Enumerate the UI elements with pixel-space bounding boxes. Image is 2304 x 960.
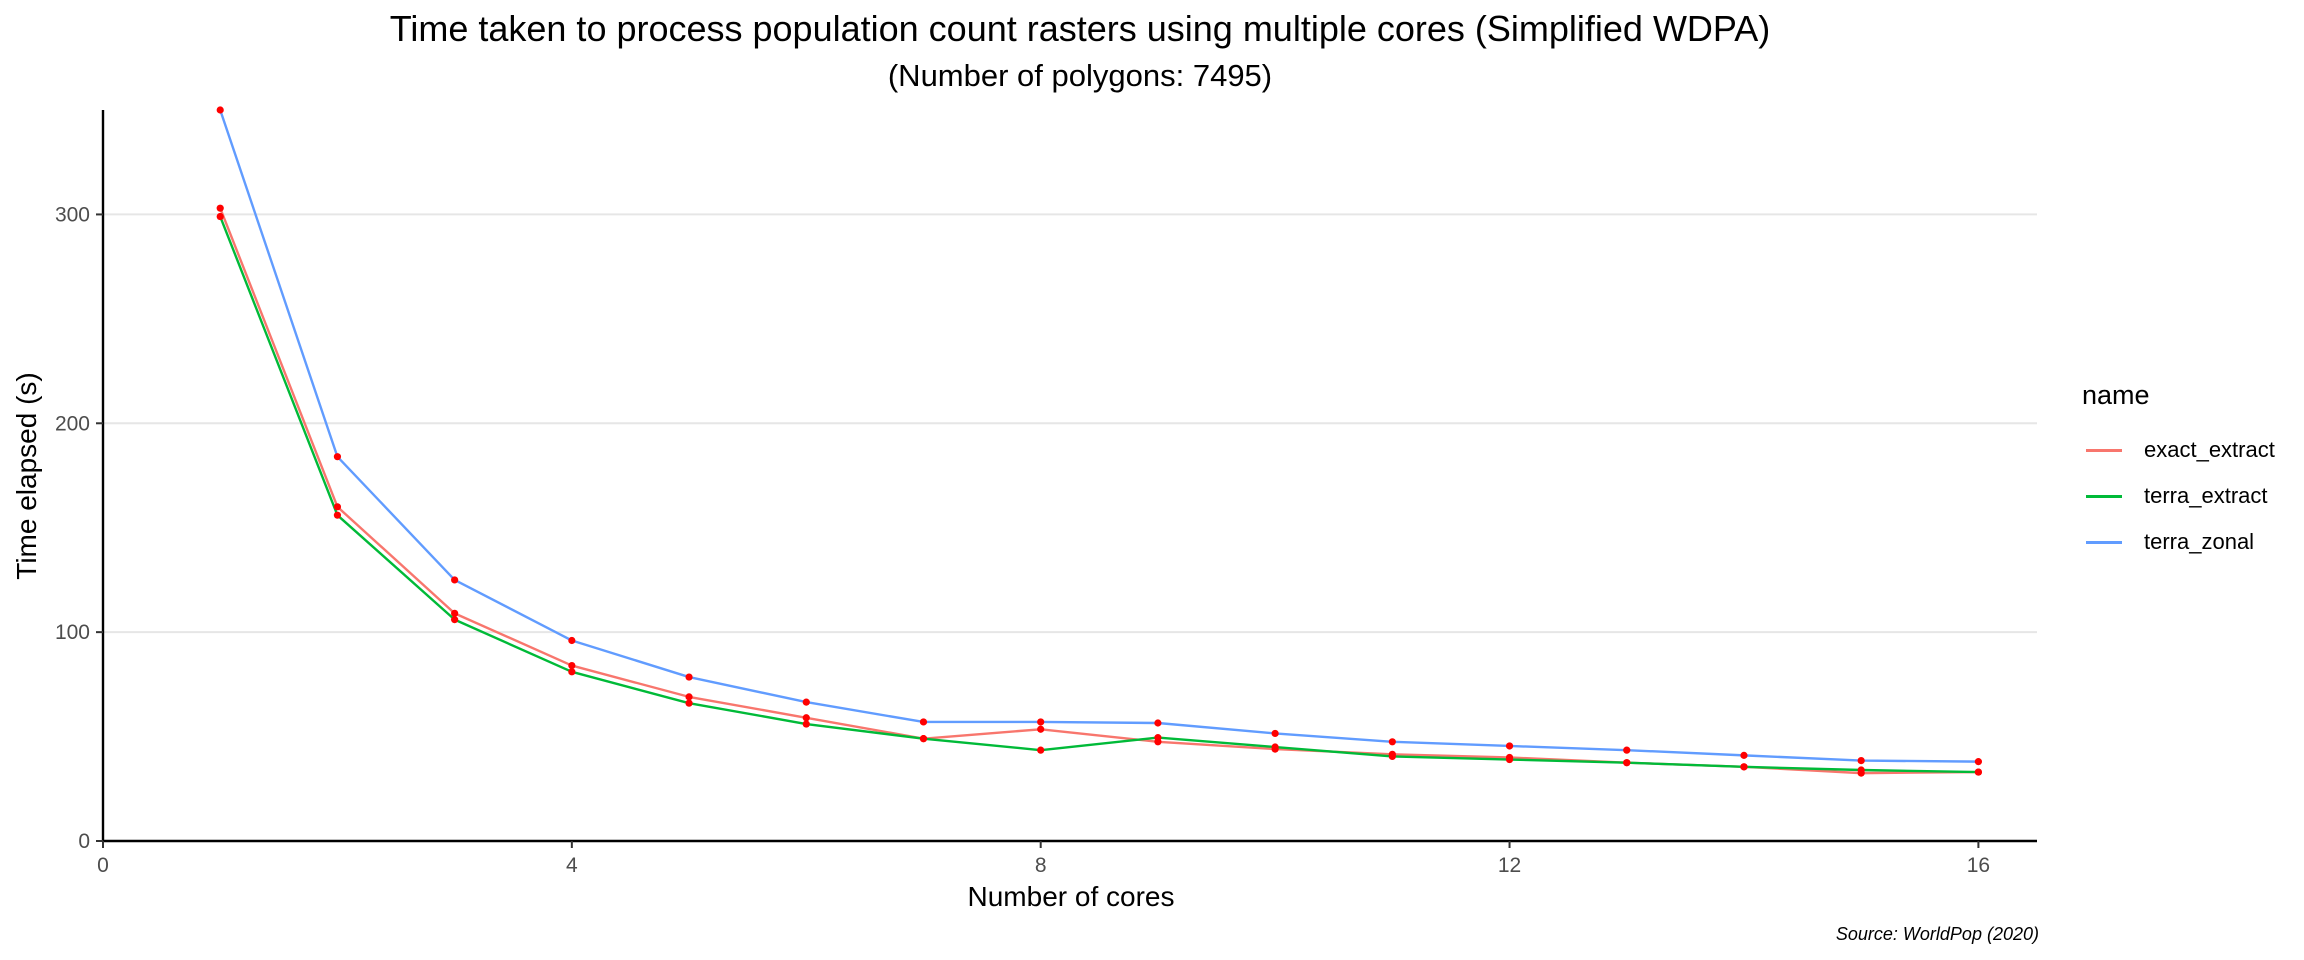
x-axis-title: Number of cores [968, 881, 1175, 912]
data-point [1623, 746, 1631, 754]
data-point [1154, 734, 1162, 742]
legend-label: terra_zonal [2144, 529, 2255, 554]
data-point [685, 673, 693, 681]
data-point [451, 576, 459, 584]
data-point [216, 204, 224, 212]
chart-subtitle: (Number of polygons: 7495) [887, 58, 1273, 93]
data-point [1505, 742, 1514, 750]
data-point [1037, 725, 1045, 733]
data-point [1271, 743, 1279, 751]
y-tick-label: 100 [55, 621, 90, 644]
x-tick-label: 4 [566, 854, 578, 877]
legend: name exact_extract terra_extract terra_z… [2082, 380, 2275, 565]
y-tick-label: 200 [55, 412, 90, 435]
data-point [333, 453, 342, 461]
legend-label: terra_extract [2144, 483, 2268, 508]
data-point [1857, 766, 1865, 774]
series-lines [219, 109, 1979, 775]
data-point [685, 699, 693, 707]
series-line-terra-zonal [219, 109, 1979, 763]
data-point [568, 668, 576, 676]
legend-title: name [2082, 380, 2150, 410]
data-point [685, 693, 693, 701]
data-point [802, 720, 810, 728]
tick-labels: 0 100 200 300 0 4 8 12 16 [55, 203, 1990, 877]
data-point [919, 735, 928, 743]
legend-swatch [2086, 540, 2122, 544]
data-point [568, 636, 576, 645]
data-point [1740, 751, 1748, 759]
data-point [1037, 746, 1045, 754]
legend-item-terra-extract: terra_extract [2082, 473, 2275, 519]
data-point [1974, 758, 1982, 766]
data-point [802, 714, 810, 722]
data-points [216, 106, 1982, 777]
data-point [333, 503, 342, 511]
chart-title: Time taken to process population count r… [389, 8, 1771, 49]
data-point [216, 106, 224, 114]
data-point [333, 511, 342, 519]
x-tick-label: 16 [1967, 854, 1990, 877]
series-line-exact-extract [219, 207, 1979, 775]
x-tick-label: 12 [1498, 854, 1521, 877]
y-tick-label: 0 [78, 830, 90, 853]
legend-item-terra-zonal: terra_zonal [2082, 519, 2275, 565]
data-point [1037, 718, 1045, 726]
data-point [568, 661, 576, 670]
data-point [1388, 752, 1396, 761]
data-point [1271, 729, 1279, 738]
y-axis-title: Time elapsed (s) [11, 372, 42, 579]
source-caption: Source: WorldPop (2020) [1835, 924, 2039, 944]
y-tick-label: 300 [55, 203, 90, 226]
axes [96, 110, 2037, 848]
data-point [1623, 759, 1631, 767]
data-point [216, 212, 224, 221]
data-point [451, 616, 459, 624]
data-point [919, 718, 928, 726]
legend-label: exact_extract [2144, 437, 2275, 462]
x-tick-label: 8 [1035, 854, 1047, 877]
data-point [1154, 719, 1162, 727]
series-line-terra-extract [219, 216, 1979, 774]
x-tick-label: 0 [97, 854, 109, 877]
data-point [1388, 738, 1396, 746]
data-point [1505, 755, 1514, 764]
data-point [1857, 756, 1865, 765]
data-point [451, 609, 459, 617]
gridlines [103, 213, 2037, 634]
data-point [802, 698, 810, 706]
legend-swatch [2086, 448, 2122, 452]
data-point [1974, 768, 1982, 776]
legend-item-exact-extract: exact_extract [2082, 427, 2275, 473]
legend-swatch [2086, 494, 2122, 498]
data-point [1740, 763, 1748, 771]
